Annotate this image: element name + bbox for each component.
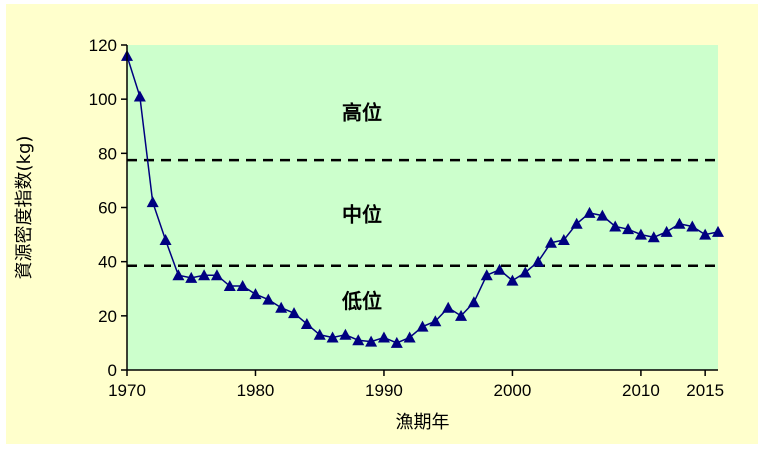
data-point [198,269,211,281]
y-tick-label: 60 [98,199,117,218]
data-point [223,280,236,292]
y-tick-label: 100 [89,90,117,109]
data-point [429,315,442,327]
data-point [313,328,326,340]
x-tick-label: 1970 [108,381,146,400]
y-tick-labels: 0 20 40 60 80 100 120 [89,36,127,380]
data-point [352,334,365,346]
data-point [699,228,712,240]
data-point [300,317,313,329]
data-point [712,225,724,237]
data-point [416,320,429,332]
x-tick-label: 1980 [237,381,275,400]
data-point [146,196,159,208]
y-tick-label: 40 [98,253,117,272]
data-point [210,269,223,281]
data-point [660,225,673,237]
zone-label: 低位 [341,289,382,313]
data-point [133,90,146,102]
data-point [455,309,468,321]
plot-area [127,45,718,370]
data-point [506,274,519,286]
data-point [339,328,352,340]
y-axis-title: 資源密度指数(kg) [14,136,35,280]
data-series [121,49,724,348]
data-point [326,331,339,343]
x-tick-label: 2015 [686,381,724,400]
zone-label: 高位 [342,101,382,125]
data-point [673,217,686,229]
x-tick-label: 2010 [622,381,660,400]
threshold-lines [127,158,718,267]
data-point [622,223,635,235]
data-point [275,301,288,313]
data-point [262,293,275,305]
data-point [172,269,185,281]
data-point [377,331,390,343]
y-tick-label: 0 [108,361,117,380]
data-point [532,255,545,267]
x-tick-label: 2000 [494,381,532,400]
data-point [249,288,262,300]
data-point [686,220,699,232]
data-point [403,331,416,343]
data-point [159,234,172,245]
data-point [480,269,493,281]
data-point [609,220,622,232]
data-point [570,217,583,229]
data-point [467,296,480,308]
x-tick-label: 1990 [365,381,403,400]
y-tick-label: 120 [89,36,117,55]
x-axis-title: 漁期年 [396,412,450,433]
x-tick-labels: 1970 1980 1990 2000 2010 2015 [108,370,724,400]
data-point [236,280,249,292]
data-point [583,206,596,218]
data-point [647,231,660,243]
data-point [390,336,403,348]
data-point [288,307,301,319]
data-point [596,209,609,221]
data-point [634,228,647,240]
y-tick-label: 20 [98,307,117,326]
data-point [493,263,506,275]
data-point [442,301,455,313]
data-point [519,266,532,278]
zone-label: 中位 [342,202,382,226]
y-tick-label: 80 [98,144,117,163]
data-point [185,271,198,283]
data-point [365,335,378,347]
data-point [557,234,570,245]
data-point [544,236,557,248]
